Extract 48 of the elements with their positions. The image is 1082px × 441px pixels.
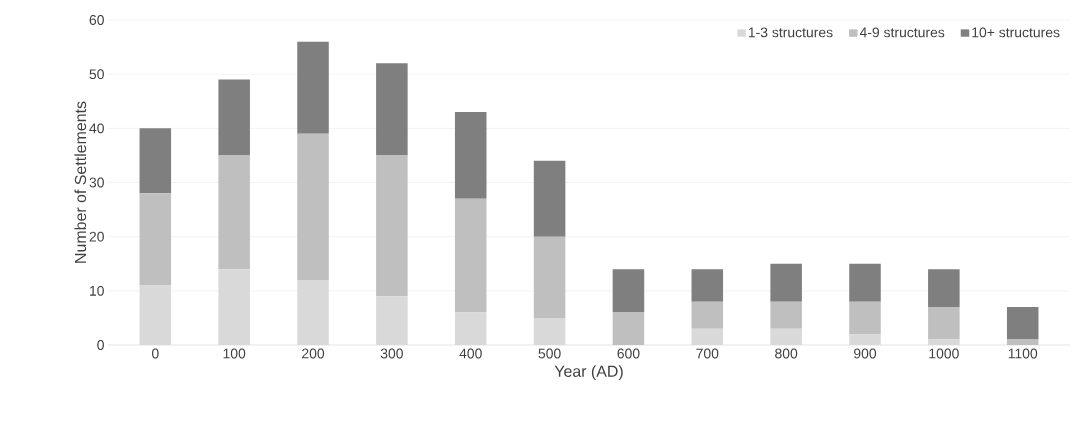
x-tick-label: 500 — [538, 348, 561, 359]
legend-label: 1-3 structures — [748, 27, 833, 38]
bar — [139, 128, 172, 194]
x-tick-label: 700 — [696, 348, 719, 359]
bar — [612, 269, 645, 313]
bar — [770, 263, 802, 302]
legend-label: 10+ structures — [972, 27, 1060, 38]
bar — [928, 307, 960, 340]
x-tick-label: 200 — [302, 348, 325, 359]
y-tick-label: 20 — [89, 231, 104, 242]
bar — [770, 301, 802, 329]
y-tick-label: 0 — [97, 340, 104, 350]
bar — [849, 301, 881, 335]
bar — [1006, 339, 1039, 345]
bar — [376, 63, 408, 156]
x-tick-label: 900 — [854, 348, 877, 359]
bar — [376, 155, 408, 297]
x-tick-label: 400 — [459, 348, 482, 359]
bar — [297, 133, 329, 280]
bar — [928, 269, 960, 308]
legend-label: 4-9 structures — [859, 27, 945, 38]
x-tick-label: 300 — [380, 348, 403, 359]
y-tick-label: 50 — [89, 69, 104, 80]
y-tick-label: 40 — [89, 123, 104, 134]
y-tick-label: 30 — [89, 177, 104, 188]
bar — [612, 312, 645, 345]
bar — [218, 155, 250, 270]
x-tick-label: 1100 — [1008, 348, 1038, 359]
x-axis-title: Year (AD) — [554, 365, 623, 381]
bar — [1006, 307, 1039, 340]
bar — [533, 160, 566, 237]
y-tick-label: 10 — [90, 285, 104, 296]
bar — [297, 41, 329, 134]
bar — [454, 112, 487, 199]
bar — [533, 236, 566, 318]
y-axis-title: Number of Settlements — [74, 101, 87, 263]
x-tick-label: 1000 — [929, 348, 959, 359]
x-tick-label: 600 — [617, 348, 640, 359]
x-tick-label: 800 — [775, 348, 798, 359]
bar — [849, 263, 881, 302]
bar — [454, 198, 487, 313]
x-tick-label: 0 — [151, 348, 159, 359]
x-tick-label: 100 — [223, 348, 246, 359]
bar — [218, 79, 250, 156]
y-tick-label: 60 — [89, 15, 104, 25]
bar — [691, 301, 724, 329]
bar — [139, 193, 172, 286]
bar — [691, 269, 724, 302]
